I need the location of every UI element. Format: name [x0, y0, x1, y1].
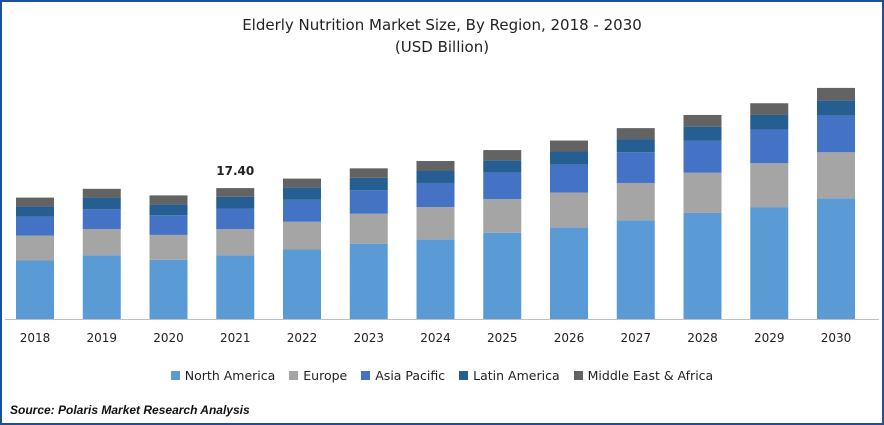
- bar-segment-2018-middle-east-africa: [16, 197, 54, 207]
- bar-segment-2021-middle-east-africa: [216, 188, 255, 197]
- bar-segment-2023-latin-america: [349, 177, 388, 191]
- bar-segment-2023-europe: [349, 213, 388, 244]
- bar-segment-2025-asia-pacific: [483, 172, 522, 200]
- bar-segment-2030-europe: [817, 152, 855, 199]
- x-tick-label: 2019: [86, 331, 117, 345]
- bar-segment-2029-north-america: [750, 207, 789, 319]
- legend-swatch: [170, 371, 180, 380]
- bar-segment-2018-north-america: [16, 260, 54, 319]
- source-note: Source: Polaris Market Research Analysis: [10, 403, 250, 417]
- x-tick-label: 2024: [420, 331, 451, 345]
- bar-segment-2028-latin-america: [683, 126, 722, 141]
- x-tick-label: 2025: [487, 331, 518, 345]
- bar-segment-2024-middle-east-africa: [416, 161, 455, 171]
- x-tick-label: 2020: [153, 331, 184, 345]
- bar-segment-2030-north-america: [817, 198, 855, 319]
- bar-segment-2021-north-america: [216, 255, 255, 319]
- bar-segment-2019-latin-america: [82, 197, 121, 210]
- legend-label: Middle East & Africa: [587, 368, 714, 383]
- legend-swatch: [289, 371, 299, 380]
- bar-segment-2023-north-america: [349, 243, 388, 319]
- bar-segment-2030-latin-america: [817, 100, 855, 116]
- legend-label: Europe: [303, 368, 348, 383]
- bar-segment-2019-asia-pacific: [82, 209, 121, 230]
- bar-segment-2023-middle-east-africa: [349, 168, 388, 178]
- x-tick-label: 2028: [687, 331, 718, 345]
- bar-segment-2026-north-america: [550, 227, 588, 319]
- bar-segment-2029-middle-east-africa: [750, 103, 789, 115]
- data-label: 17.40: [216, 164, 254, 178]
- bar-segment-2022-latin-america: [283, 187, 321, 200]
- bar-segment-2026-europe: [550, 192, 588, 228]
- legend-item: Latin America: [459, 368, 560, 383]
- bar-segment-2019-europe: [82, 229, 121, 256]
- x-tick-label: 2022: [287, 331, 318, 345]
- bar-segment-2025-europe: [483, 199, 522, 233]
- bar-segment-2028-europe: [683, 172, 722, 213]
- legend-label: North America: [184, 368, 276, 383]
- x-tick-label: 2018: [20, 331, 51, 345]
- bar-segment-2026-middle-east-africa: [550, 140, 588, 152]
- bar-segment-2027-north-america: [616, 220, 655, 319]
- bar-segment-2027-latin-america: [616, 139, 655, 153]
- bar-segment-2030-middle-east-africa: [817, 87, 855, 101]
- bar-segment-2025-north-america: [483, 232, 522, 319]
- bar-segment-2027-europe: [616, 182, 655, 221]
- bar-segment-2024-latin-america: [416, 170, 455, 183]
- legend-item: Middle East & Africa: [573, 368, 714, 383]
- chart-title: Elderly Nutrition Market Size, By Region…: [242, 16, 642, 34]
- chart-legend: North America Europe Asia Pacific Latin Ame…: [0, 368, 884, 383]
- legend-swatch: [573, 371, 583, 380]
- bar-segment-2020-asia-pacific: [149, 215, 188, 235]
- bar-segment-2028-north-america: [683, 212, 722, 319]
- bar-segment-2030-asia-pacific: [817, 115, 855, 153]
- bar-segment-2019-middle-east-africa: [82, 188, 121, 198]
- bar-segment-2018-europe: [16, 235, 54, 261]
- legend-swatch: [459, 371, 469, 380]
- bar-segment-2027-asia-pacific: [616, 152, 655, 183]
- bar-segment-2018-asia-pacific: [16, 216, 54, 236]
- bar-segment-2024-north-america: [416, 239, 455, 319]
- bar-segment-2020-north-america: [149, 259, 188, 319]
- legend-label: Latin America: [473, 368, 560, 383]
- bar-segment-2021-latin-america: [216, 196, 255, 209]
- bar-segment-2029-asia-pacific: [750, 129, 789, 164]
- bar-segment-2024-asia-pacific: [416, 182, 455, 208]
- bar-segment-2026-latin-america: [550, 151, 588, 165]
- bar-segment-2028-middle-east-africa: [683, 114, 722, 127]
- bar-segment-2028-asia-pacific: [683, 140, 722, 173]
- bar-segment-2022-europe: [283, 221, 321, 250]
- bar-segment-2022-north-america: [283, 249, 321, 319]
- bar-segment-2021-asia-pacific: [216, 208, 255, 230]
- bar-segment-2027-middle-east-africa: [616, 128, 655, 140]
- bar-segment-2029-latin-america: [750, 114, 789, 130]
- x-tick-label: 2027: [620, 331, 651, 345]
- legend-swatch: [361, 371, 371, 380]
- legend-item: Asia Pacific: [361, 368, 445, 383]
- x-tick-label: 2029: [754, 331, 785, 345]
- x-tick-label: 2030: [821, 331, 852, 345]
- legend-label: Asia Pacific: [375, 368, 446, 383]
- bar-segment-2020-europe: [149, 234, 188, 260]
- x-tick-label: 2023: [353, 331, 384, 345]
- bar-segment-2026-asia-pacific: [550, 164, 588, 193]
- bar-segment-2021-europe: [216, 229, 255, 256]
- bar-segment-2023-asia-pacific: [349, 190, 388, 214]
- bar-segment-2019-north-america: [82, 255, 121, 319]
- legend-item: Europe: [289, 368, 347, 383]
- bar-segment-2020-middle-east-africa: [149, 195, 188, 205]
- bar-segment-2018-latin-america: [16, 206, 54, 217]
- bar-segment-2029-europe: [750, 163, 789, 208]
- bar-segment-2022-middle-east-africa: [283, 178, 321, 188]
- legend-item: North America: [170, 368, 276, 383]
- bar-segment-2025-latin-america: [483, 160, 522, 173]
- bar-segment-2022-asia-pacific: [283, 199, 321, 222]
- bar-segment-2025-middle-east-africa: [483, 150, 522, 161]
- bar-segment-2024-europe: [416, 207, 455, 240]
- x-tick-label: 2021: [220, 331, 251, 345]
- chart-subtitle: (USD Billion): [394, 38, 490, 56]
- x-tick-label: 2026: [554, 331, 585, 345]
- bar-segment-2020-latin-america: [149, 204, 188, 216]
